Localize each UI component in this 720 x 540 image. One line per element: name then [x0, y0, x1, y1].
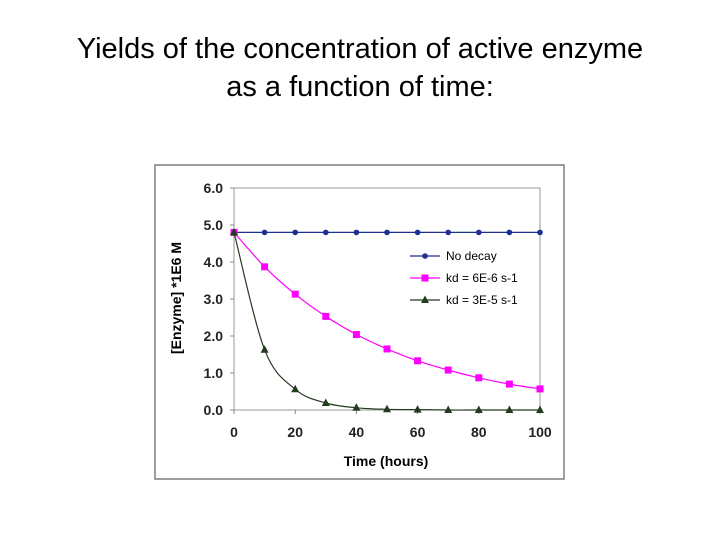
- data-point: [537, 229, 543, 236]
- series-layer: [230, 227, 544, 413]
- data-point: [261, 263, 269, 271]
- data-point: [414, 357, 422, 365]
- slide-title-line-2: as a function of time:: [226, 71, 494, 103]
- legend-marker: [421, 295, 429, 303]
- y-axis-ticks: 0.0 1.0 2.0 3.0 4.0 5.0 6.0: [204, 180, 234, 418]
- data-point: [474, 405, 483, 413]
- legend-label: kd = 6E-6 s-1: [446, 271, 518, 285]
- data-point: [383, 345, 391, 353]
- data-point: [353, 229, 360, 236]
- x-axis-title: Time (hours): [344, 453, 429, 469]
- legend-marker: [421, 274, 429, 282]
- y-tick-label: 4.0: [204, 254, 224, 270]
- y-tick-label: 0.0: [204, 402, 224, 418]
- y-tick-label: 6.0: [204, 180, 224, 196]
- data-point: [444, 405, 453, 413]
- legend-label: No decay: [446, 249, 497, 263]
- data-point: [384, 229, 390, 236]
- y-axis-title: [Enzyme] *1E6 M: [168, 242, 184, 354]
- data-point: [444, 366, 452, 374]
- data-point: [261, 229, 268, 236]
- data-point: [505, 405, 514, 413]
- data-point: [323, 229, 329, 236]
- data-point: [260, 345, 269, 353]
- data-point: [506, 229, 513, 236]
- x-tick-label: 100: [528, 424, 552, 440]
- x-tick-label: 60: [410, 424, 426, 440]
- data-point: [321, 398, 330, 406]
- y-tick-label: 3.0: [204, 291, 224, 307]
- data-point: [352, 403, 361, 411]
- data-point: [230, 227, 238, 236]
- slide-title: Yields of the concentration of active en…: [0, 30, 720, 106]
- data-point: [476, 229, 482, 236]
- legend-label: kd = 3E-5 s-1: [446, 293, 518, 307]
- data-point: [505, 380, 513, 388]
- data-point: [536, 405, 544, 413]
- x-tick-label: 40: [349, 424, 365, 440]
- data-point: [352, 331, 360, 339]
- data-point: [536, 385, 544, 393]
- data-point: [383, 404, 391, 413]
- y-tick-label: 2.0: [204, 328, 224, 344]
- x-tick-label: 20: [287, 424, 303, 440]
- data-point: [413, 405, 422, 413]
- data-point: [475, 374, 483, 382]
- x-tick-label: 0: [230, 424, 238, 440]
- series-line-3: [233, 232, 540, 411]
- data-point: [292, 229, 299, 236]
- data-point: [445, 229, 452, 236]
- data-point: [291, 290, 299, 298]
- data-point: [322, 312, 330, 320]
- data-point: [414, 229, 421, 236]
- slide-title-line-1: Yields of the concentration of active en…: [76, 33, 644, 65]
- y-tick-label: 1.0: [204, 365, 224, 381]
- data-point: [291, 384, 300, 393]
- y-tick-label: 5.0: [204, 217, 224, 233]
- legend: No decay kd = 6E-6 s-1 kd = 3E-5 s-1: [410, 249, 518, 307]
- x-axis-ticks: 0 20 40 60 80 100: [230, 410, 552, 440]
- x-tick-label: 80: [471, 424, 487, 440]
- legend-marker: [422, 253, 428, 259]
